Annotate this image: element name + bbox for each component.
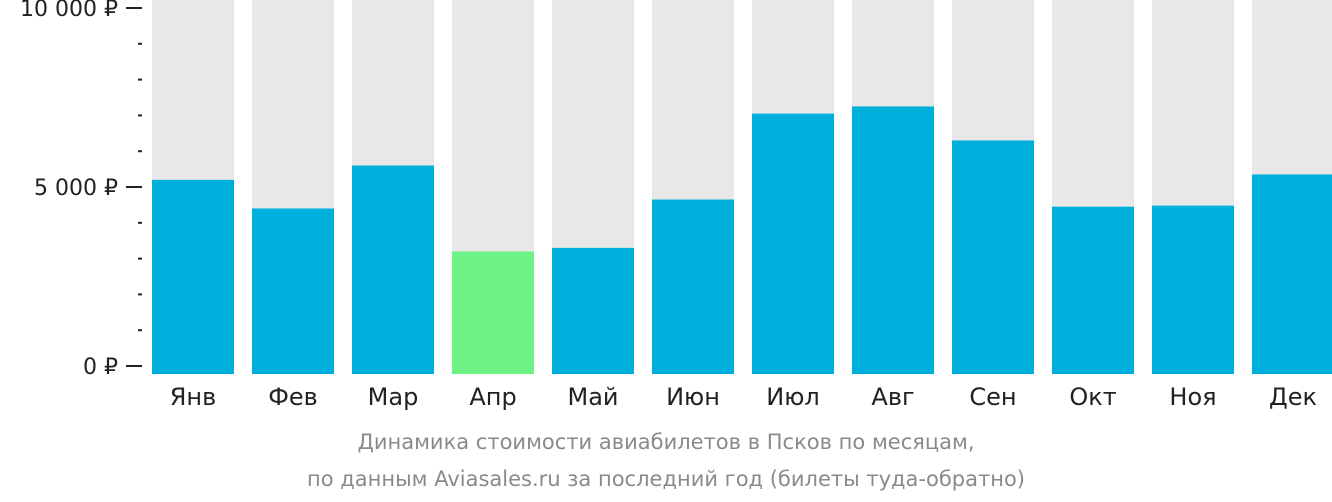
x-tick-label-4: Апр — [469, 383, 516, 411]
x-tick-label-11: Ноя — [1169, 383, 1216, 411]
x-tick-label-5: Май — [567, 383, 618, 411]
bar-11 — [1152, 205, 1234, 374]
x-tick-label-2: Фев — [268, 383, 318, 411]
x-tick-label-1: Янв — [170, 383, 217, 411]
y-tick-label-1: 0 ₽ — [83, 355, 118, 380]
bar-12 — [1252, 174, 1332, 374]
x-tick-label-10: Окт — [1069, 383, 1116, 411]
bar-2 — [252, 208, 334, 374]
x-tick-label-12: Дек — [1269, 383, 1317, 411]
chart-caption-line-1: Динамика стоимости авиабилетов в Псков п… — [357, 430, 975, 454]
bar-5 — [552, 247, 634, 374]
x-tick-label-6: Июн — [666, 383, 720, 411]
x-tick-label-8: Авг — [871, 383, 914, 411]
x-tick-label-7: Июл — [766, 383, 820, 411]
bar-3 — [352, 165, 434, 374]
x-tick-label-3: Мар — [368, 383, 419, 411]
bar-8 — [852, 106, 934, 374]
bar-1 — [152, 179, 234, 374]
chart-caption-line-2: по данным Aviasales.ru за последний год … — [307, 467, 1025, 491]
x-tick-label-9: Сен — [969, 383, 1016, 411]
y-tick-label-2: 5 000 ₽ — [34, 176, 118, 201]
y-tick-label-3: 10 000 ₽ — [20, 0, 118, 22]
bar-7 — [752, 113, 834, 375]
bar-6 — [652, 199, 734, 374]
bar-9 — [952, 140, 1034, 374]
bar-10 — [1052, 206, 1134, 374]
bar-highlight-4 — [452, 251, 534, 374]
